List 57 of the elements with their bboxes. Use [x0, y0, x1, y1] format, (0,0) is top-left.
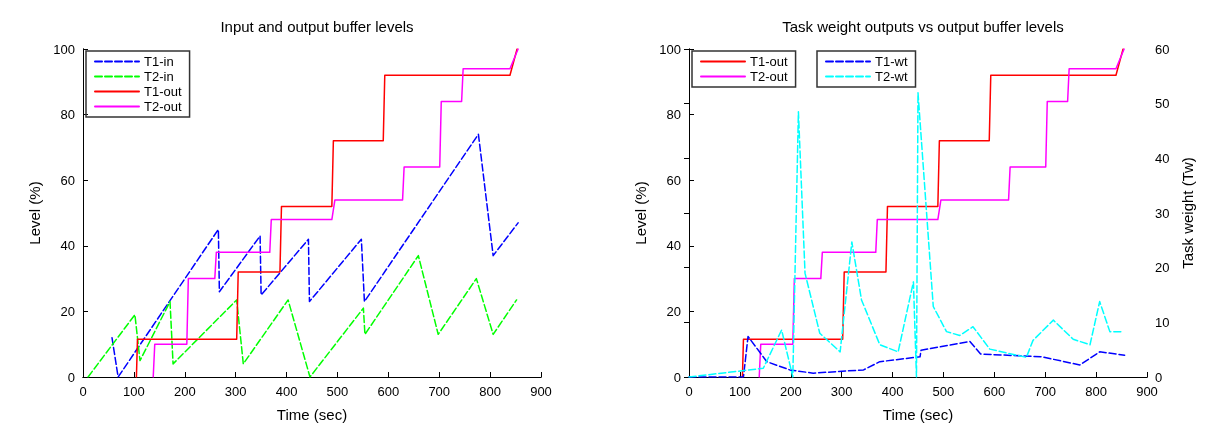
x-tick-label: 600 [377, 384, 400, 399]
x-tick-label: 500 [326, 384, 349, 399]
y2-tick-label: 60 [1155, 41, 1170, 57]
y-tick-label: 0 [67, 369, 75, 385]
y-tick-label: 40 [666, 238, 681, 254]
y-tick-label: 40 [60, 238, 75, 254]
x-tick-label: 300 [830, 384, 853, 399]
line-series [87, 254, 518, 378]
x-tick-label: 300 [224, 384, 247, 399]
y2-tick-label: 50 [1155, 96, 1170, 112]
x-axis-title: Time (sec) [276, 406, 348, 423]
y2-axis-title: Task weight (Tw) [1179, 157, 1197, 269]
x-tick-label: 400 [881, 384, 904, 399]
legend-label: T2-wt [875, 69, 908, 84]
x-tick-label: 0 [685, 384, 693, 399]
y-tick-label: 60 [666, 172, 681, 188]
y-tick-label: 0 [673, 369, 681, 385]
legend-label: T1-out [750, 54, 788, 69]
y2-tick-label: 40 [1155, 150, 1170, 166]
x-tick-label: 100 [123, 384, 145, 399]
y2-tick-label: 30 [1155, 205, 1170, 221]
y-tick-label: 80 [60, 107, 75, 123]
chart-title: Task weight outputs vs output buffer levels [782, 18, 1064, 35]
x-tick-label: 800 [479, 384, 501, 399]
legend-label: T2-out [144, 99, 182, 114]
x-tick-label: 800 [1085, 384, 1107, 399]
y2-tick-label: 10 [1155, 314, 1170, 330]
y2-tick-label: 20 [1155, 260, 1170, 276]
x-tick-label: 700 [1034, 384, 1057, 399]
x-tick-label: 100 [729, 384, 751, 399]
y2-tick-label: 0 [1155, 369, 1163, 385]
legend-label: T1-out [144, 84, 182, 99]
line-series [111, 133, 519, 378]
chart-title: Input and output buffer levels [220, 18, 414, 35]
legend-label: T2-out [750, 69, 788, 84]
x-tick-label: 400 [275, 384, 298, 399]
y-tick-label: 20 [60, 303, 75, 319]
x-tick-label: 600 [983, 384, 1006, 399]
y-tick-label: 60 [60, 172, 75, 188]
x-tick-label: 500 [932, 384, 955, 399]
x-tick-label: 900 [1136, 384, 1158, 399]
y-tick-label: 20 [666, 303, 681, 319]
line-series [688, 91, 1123, 378]
y-axis-title: Level (%) [632, 181, 650, 245]
legend-label: T2-in [144, 69, 174, 84]
x-tick-label: 200 [173, 384, 196, 399]
x-axis-title: Time (sec) [882, 406, 954, 423]
y-tick-label: 100 [53, 41, 75, 57]
y-tick-label: 80 [666, 107, 681, 123]
legend-label: T1-in [144, 54, 174, 69]
x-tick-label: 0 [79, 384, 87, 399]
y-axis-title: Level (%) [26, 181, 44, 245]
x-tick-label: 700 [428, 384, 451, 399]
x-tick-label: 900 [530, 384, 552, 399]
legend-label: T1-wt [875, 54, 908, 69]
y-tick-label: 100 [659, 41, 681, 57]
x-tick-label: 200 [779, 384, 802, 399]
